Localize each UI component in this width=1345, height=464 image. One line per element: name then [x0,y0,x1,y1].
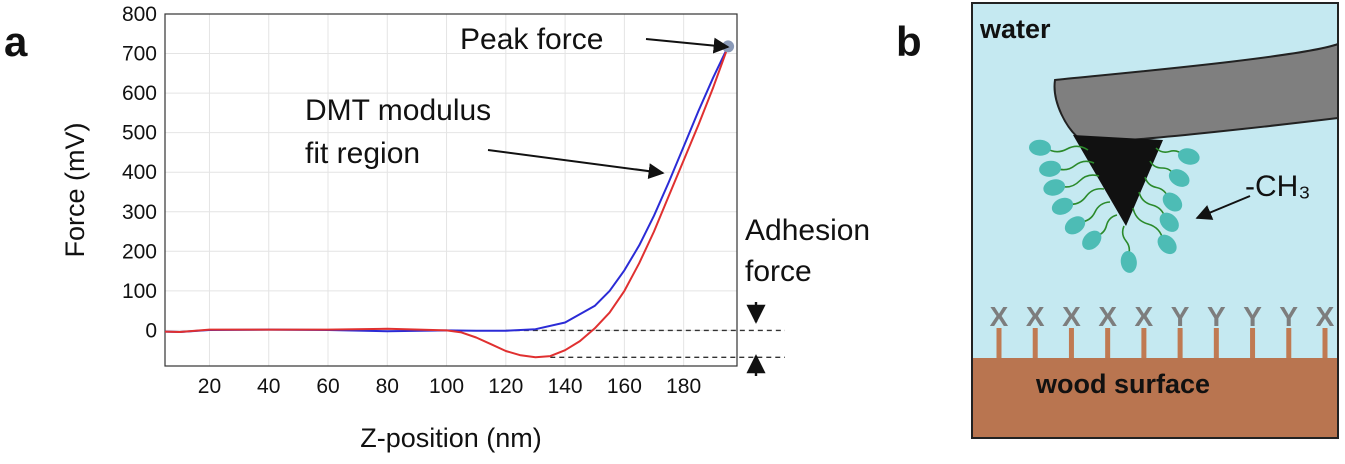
surface-site-letter: X [1026,301,1045,332]
ch3-headgroup [1064,216,1086,235]
surface-site-stem [1141,328,1147,358]
surface-site-letter: X [990,301,1009,332]
x-tick-label: 160 [607,375,642,398]
panel-label-a: a [4,18,28,65]
alkyl-chain [1055,160,1095,171]
peak-force-annotation: Peak force [460,23,603,56]
y-tick-label: 100 [122,280,157,303]
dmt-arrow [487,149,665,180]
y-tick-label: 400 [122,161,157,184]
x-tick-label: 60 [316,375,339,398]
peak-force-arrow [645,37,730,54]
surface-site-letter: Y [1243,301,1262,332]
ch3-headgroup [1162,192,1183,212]
ch3-label: -CH₃ [1245,170,1311,203]
surface-site-letter: X [1316,301,1335,332]
surface-site-stem [1105,328,1111,358]
x-tick-label: 180 [666,375,701,398]
ch3-headgroup [1168,169,1190,187]
alkyl-chain [1132,207,1164,241]
y-tick-label: 0 [145,319,157,342]
afm-tip [1073,135,1163,226]
wood-substrate [973,358,1337,437]
chart-panel: 20 40 60 80 100 120 140 160 180 0 100 200 300 400 500… [60,3,870,453]
x-tick-label: 80 [376,375,399,398]
surface-site-stem [1032,328,1038,358]
alkyl-chain [1059,174,1100,188]
x-tick-label: 20 [198,375,221,398]
alkyl-chain [1079,201,1111,223]
surface-site-letter: X [1098,301,1117,332]
adhesion-annotation-line2: force [745,255,812,288]
ch3-headgroup [1043,179,1066,196]
ch3-headgroup [1029,139,1052,156]
x-tick-label: 140 [548,375,583,398]
dmt-annotation-line2: fit region [305,137,420,170]
ch3-headgroup [1159,212,1179,232]
ch3-headgroup [1051,197,1074,215]
adhesion-annotation-line1: Adhesion [745,214,870,247]
y-axis-title: Force (mV) [60,123,90,258]
plot-frame [164,13,738,367]
dmt-annotation-line1: DMT modulus [305,94,491,127]
x-axis-title: Z-position (nm) [360,423,542,453]
y-tick-labels: 0 100 200 300 400 500 600 700 800 [122,3,157,342]
alkyl-chain [1138,191,1166,219]
surface-site-stem [1286,328,1292,358]
surface-site-letter: Y [1171,301,1190,332]
surface-site-letter: Y [1207,301,1226,332]
chart-series [164,40,735,359]
y-tick-label: 200 [122,240,157,263]
chart-grid [165,13,737,366]
ch3-molecules [1029,139,1200,273]
x-tick-label: 40 [257,375,280,398]
y-tick-label: 700 [122,43,157,66]
ch3-headgroup [1120,250,1137,273]
x-tick-label: 100 [429,375,464,398]
surface-site-stem [996,328,1002,358]
ch3-headgroup [1082,230,1102,250]
surface-site-stem [1177,328,1183,358]
surface-site-letter: Y [1279,301,1298,332]
ch3-headgroup [1157,234,1177,255]
ch3-headgroup [1039,160,1062,177]
ch3-headgroup [1177,148,1200,165]
series-line-2 [164,46,730,359]
water-label: water [979,14,1051,44]
surface-site-stem [1213,328,1219,358]
x-tick-labels: 20 40 60 80 100 120 140 160 180 [198,375,701,398]
ch3-arrow [1195,195,1251,220]
surface-site-stem [1250,328,1256,358]
x-tick-label: 120 [488,375,523,398]
y-tick-label: 300 [122,201,157,224]
cantilever [1053,42,1339,145]
y-tick-label: 500 [122,122,157,145]
wood-surface-label: wood surface [1035,369,1210,399]
alkyl-chain [1067,187,1105,206]
y-tick-label: 800 [122,3,157,26]
surface-site-letter: X [1062,301,1081,332]
surface-site-stem [1068,328,1074,358]
panel-label-b: b [896,18,922,65]
reference-lines [505,329,785,358]
y-tick-label: 600 [122,82,157,105]
alkyl-chain [1045,145,1089,153]
surface-site-letter: X [1135,301,1154,332]
surface-site-stem [1322,328,1328,358]
